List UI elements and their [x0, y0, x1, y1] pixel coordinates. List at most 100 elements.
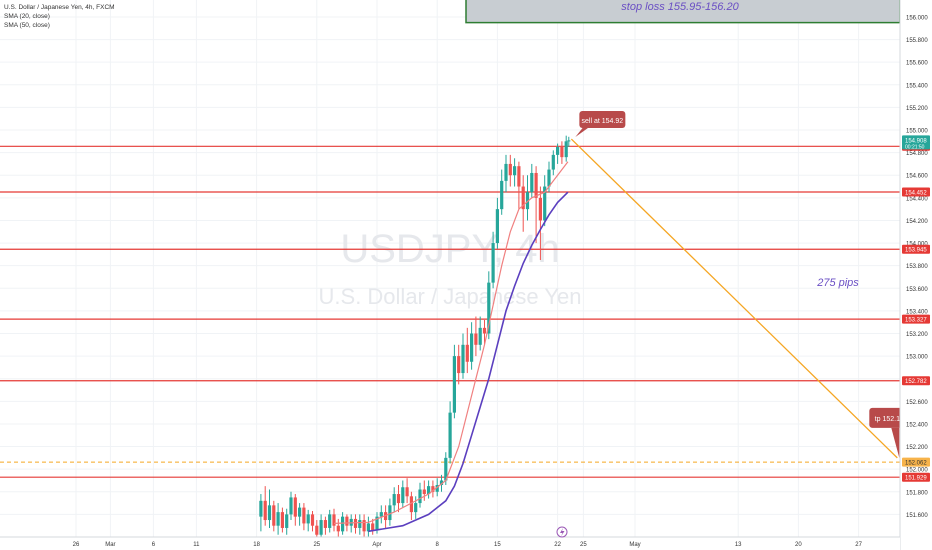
candle-body	[534, 172, 538, 198]
time-tick-label: 27	[855, 542, 862, 548]
level-price-tag-bg	[902, 376, 930, 386]
candle-body	[470, 333, 474, 362]
sell-callout-label: sell at 154.92	[582, 118, 624, 125]
price-axis[interactable]: 151.600 151.800 152.000 152.200 152.400 152.6…	[899, 0, 932, 550]
price-tick-label: 155.600	[906, 61, 928, 67]
candle-body	[491, 243, 495, 283]
candle-body	[448, 412, 452, 458]
tp-callout-box	[869, 407, 910, 428]
time-tick-label: 20	[795, 542, 802, 548]
price-tick-label: 152.000	[906, 468, 928, 474]
time-axis[interactable]: 26 Mar 6 11 18 25 Apr 8 15 22 25 May 13 20 27	[0, 536, 900, 550]
legend-sma20[interactable]: SMA (20, close)	[4, 13, 50, 20]
last-price-tag: 154.908	[905, 138, 927, 144]
time-tick-label: 25	[313, 542, 320, 548]
candle-body	[560, 146, 564, 158]
candle-body	[306, 514, 310, 524]
price-tick-label: 155.400	[906, 83, 928, 89]
candle-body	[345, 516, 349, 526]
candle-body	[418, 489, 422, 504]
price-tick-label: 154.400	[906, 196, 928, 202]
candle-body	[525, 192, 530, 210]
legend-sma50[interactable]: SMA (50, close)	[4, 22, 50, 29]
candle-body	[495, 209, 499, 244]
trade-path[interactable]	[570, 138, 898, 459]
level-price-tag: 153.327	[905, 317, 927, 323]
tp-callout-pointer	[891, 427, 900, 458]
candle-body	[543, 186, 547, 221]
candle-body	[328, 514, 332, 528]
tp-callout[interactable]: tp 152.10	[869, 407, 910, 458]
candle-body	[564, 141, 568, 158]
time-axis-bg	[0, 537, 900, 550]
candle-body	[478, 327, 482, 345]
candle-body	[465, 344, 469, 362]
price-tick-label: 153.200	[906, 332, 928, 338]
level-price-tag: 151.929	[905, 475, 927, 481]
level-price-tag-bg	[902, 244, 930, 254]
candle-body	[427, 486, 431, 495]
price-tick-label: 152.200	[906, 445, 928, 451]
level-price-tag-bg	[902, 314, 930, 324]
candle-body	[457, 356, 461, 374]
time-tick-label: 13	[735, 542, 742, 548]
candle-body	[414, 503, 418, 513]
legend-symbol[interactable]: U.S. Dollar / Japanese Yen, 4h, FXCM	[4, 4, 115, 11]
candle-body	[435, 484, 439, 492]
horizontal-levels	[0, 145, 900, 478]
sma50-line	[368, 191, 569, 533]
sell-callout-box	[579, 111, 626, 129]
watermark: USDJPY, 4h U.S. Dollar / Japanese Yen	[319, 227, 582, 309]
level-price-tag: 153.945	[905, 248, 927, 254]
candle-body	[500, 180, 504, 210]
time-tick-label: 22	[554, 542, 561, 548]
time-tick-label: 15	[494, 542, 501, 548]
price-tick-label: 156.000	[906, 15, 928, 21]
time-tick-label: May	[629, 542, 640, 548]
trade-line[interactable]	[570, 138, 898, 459]
candle-body	[341, 516, 345, 532]
candle-body	[521, 186, 525, 210]
tp-price-tag: 152.062	[905, 460, 927, 466]
price-tick-label: 154.600	[906, 174, 928, 180]
candle-body	[551, 154, 555, 170]
candle-body	[298, 507, 302, 517]
candle-body	[289, 497, 293, 515]
candle-body	[371, 523, 375, 531]
candle-body	[392, 494, 396, 506]
candle-body	[401, 487, 405, 504]
candle-body	[310, 514, 315, 526]
candle-body	[302, 507, 306, 524]
candle-body	[513, 166, 517, 176]
candle-body	[530, 172, 534, 193]
candle-body	[259, 500, 263, 517]
time-tick-label: 18	[253, 542, 260, 548]
candle-body	[409, 496, 413, 513]
candle-body	[439, 480, 444, 485]
candle-body	[504, 163, 508, 181]
price-tick-label: 153.800	[906, 264, 928, 270]
candle-body	[422, 489, 426, 495]
price-tick-label: 154.000	[906, 242, 928, 248]
candle-body	[323, 520, 327, 528]
price-tick-label: 151.800	[906, 490, 928, 496]
candle-body	[263, 500, 267, 521]
level-price-tag-bg	[902, 472, 930, 482]
candle-body	[396, 494, 401, 504]
candle-body	[375, 516, 379, 531]
moving-averages	[333, 161, 569, 533]
sma20-line	[333, 161, 569, 524]
sell-callout[interactable]: sell at 154.92	[575, 111, 626, 138]
candle-body	[336, 525, 340, 532]
last-price-countdown: 00:21:50	[905, 144, 925, 150]
stop-loss-zone[interactable]: stop loss 155.95-156.20	[465, 0, 901, 24]
candle-body	[315, 525, 319, 535]
candle-body	[267, 505, 272, 521]
candle-body	[517, 166, 521, 187]
time-tick-label: 25	[580, 542, 587, 548]
time-tick-label: 8	[436, 542, 440, 548]
price-tick-label: 152.600	[906, 400, 928, 406]
lightning-event-icon[interactable]	[556, 526, 568, 538]
candle-body	[538, 197, 542, 221]
